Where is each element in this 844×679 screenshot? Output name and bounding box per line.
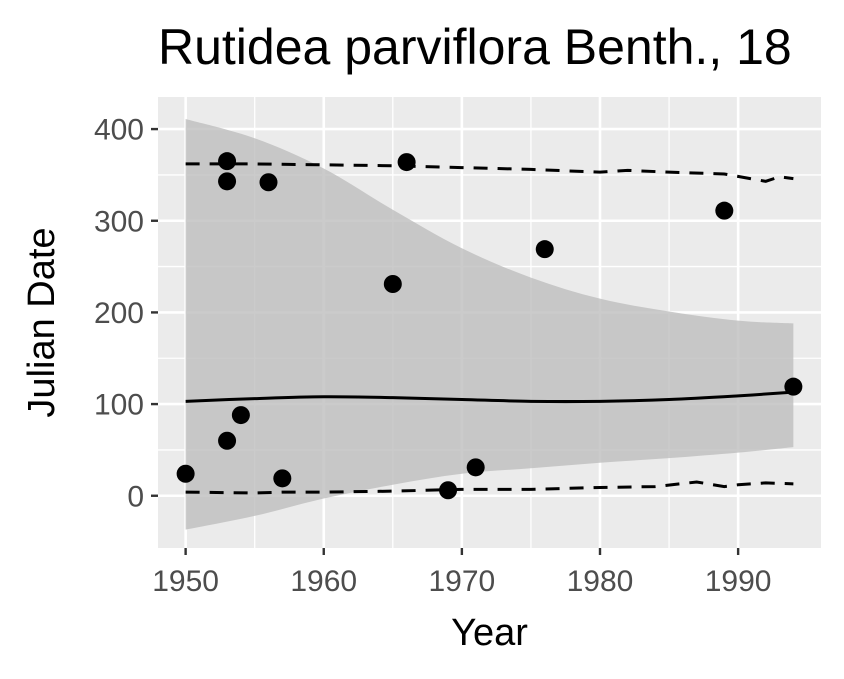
upper-dashed-line — [185, 162, 794, 183]
y-tick-label: 0 — [127, 480, 144, 513]
data-point — [231, 406, 250, 425]
lower-dashed-line — [185, 480, 794, 495]
x-tick-label: 1980 — [567, 565, 634, 598]
y-tick-label: 300 — [94, 205, 144, 238]
x-tick-label: 1950 — [152, 565, 219, 598]
data-point — [535, 240, 554, 259]
fit-line — [185, 390, 794, 404]
data-point — [397, 153, 416, 172]
data-point — [176, 464, 195, 483]
data-point — [218, 152, 237, 171]
data-point — [273, 469, 292, 488]
y-tick-label: 400 — [94, 114, 144, 147]
y-axis-title: Julian Date — [21, 227, 63, 417]
x-tick-label: 1960 — [290, 565, 357, 598]
x-tick-label: 1990 — [705, 565, 772, 598]
data-point — [715, 201, 734, 220]
y-tick-label: 100 — [94, 389, 144, 422]
data-point — [218, 431, 237, 450]
points-layer — [176, 152, 803, 500]
lines-layer — [185, 162, 794, 495]
data-point — [218, 172, 237, 191]
y-tick-label: 200 — [94, 297, 144, 330]
data-point — [259, 173, 278, 192]
x-tick-label: 1970 — [429, 565, 496, 598]
x-axis-title: Year — [451, 612, 528, 654]
confidence-ribbon — [185, 119, 794, 530]
data-point — [383, 275, 402, 293]
confidence-ribbon-layer — [185, 119, 794, 530]
chart-title: Rutidea parviflora Benth., 18 — [158, 19, 792, 75]
data-point — [466, 458, 485, 477]
data-point — [439, 481, 458, 500]
data-point — [784, 377, 803, 396]
y-axis: 0 100 200 300 400 — [94, 114, 158, 513]
x-axis: 1950 1960 1970 1980 1990 — [152, 548, 772, 598]
